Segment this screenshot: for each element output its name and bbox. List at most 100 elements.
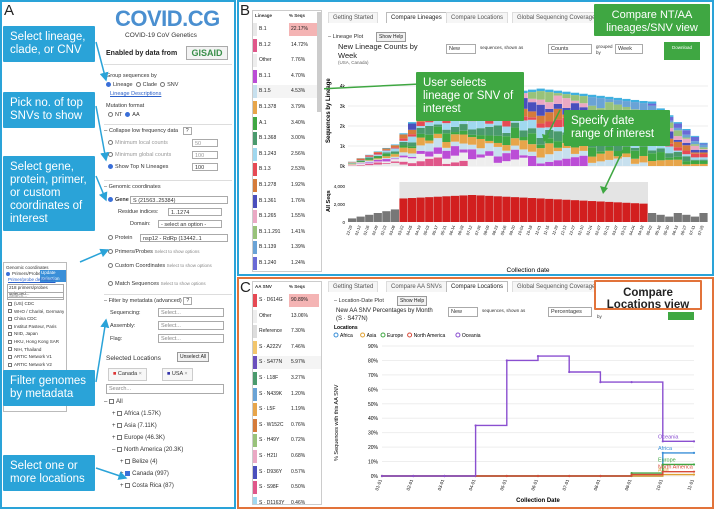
table-row[interactable]: S · S98F 0.50% — [253, 481, 321, 495]
download-button[interactable] — [668, 312, 694, 320]
remove-icon[interactable]: × — [184, 371, 188, 377]
primer-list-item[interactable]: NIID, Japan — [8, 331, 64, 337]
sequencing-select[interactable]: Select... — [158, 308, 224, 317]
tab-compare-aa-snvs[interactable]: Compare AA SNVs — [386, 281, 447, 292]
location-tree-item[interactable]: + Costa Rica (87) — [120, 483, 174, 490]
table-row[interactable]: B.1.243 2.56% — [253, 147, 321, 161]
table-row[interactable]: B.1.5 4.53% — [253, 85, 321, 99]
checkbox[interactable] — [8, 362, 12, 367]
location-tree-item[interactable]: + Europe (46.3K) — [112, 435, 165, 442]
checkbox[interactable] — [117, 423, 123, 428]
table-row[interactable]: B.1.139 1.39% — [253, 241, 321, 255]
expand-icon[interactable]: + — [112, 423, 118, 430]
min-local-input[interactable]: 50 — [192, 139, 218, 147]
table-row[interactable]: S · H49Y 0.72% — [253, 434, 321, 448]
checkbox[interactable] — [8, 309, 12, 314]
collapse-icon[interactable]: – — [112, 447, 118, 454]
table-row[interactable]: S · D1163Y 0.46% — [253, 496, 321, 504]
min-global-input[interactable]: 100 — [192, 151, 218, 159]
primer-definitions-link[interactable]: Primer/probe definitions — [8, 277, 56, 282]
download-button[interactable]: Download — [664, 42, 700, 60]
new-select[interactable]: New — [446, 44, 476, 54]
table-row[interactable]: Other 7.76% — [253, 54, 321, 68]
table-row[interactable]: S · L5F 1.19% — [253, 403, 321, 417]
location-chip-usa[interactable]: ■ USA × — [162, 368, 193, 381]
radio-nt[interactable] — [108, 112, 113, 118]
counts-select[interactable]: Counts — [548, 44, 592, 54]
tab-compare-lineages[interactable]: Compare Lineages — [386, 12, 447, 23]
table-row[interactable]: Reference 7.30% — [253, 325, 321, 339]
domain-select[interactable]: - select an option - — [158, 220, 222, 228]
location-tree-item[interactable]: + Asia (7.11K) — [112, 423, 157, 430]
checkbox[interactable] — [8, 324, 12, 329]
checkbox[interactable] — [8, 339, 12, 344]
show-top-input[interactable]: 100 — [192, 163, 218, 171]
new-select[interactable]: New — [448, 307, 478, 317]
location-chip-canada[interactable]: ■ Canada × — [108, 368, 147, 381]
primer-list-item[interactable]: NIH, Thailand — [8, 347, 64, 353]
primer-list-item[interactable]: ARTIC Network V2 — [8, 362, 64, 368]
table-row[interactable]: S · N439K 1.20% — [253, 387, 321, 401]
table-row[interactable]: B.1.3 2.53% — [253, 163, 321, 177]
radio-snv[interactable] — [160, 82, 166, 88]
radio-match[interactable] — [108, 281, 113, 287]
checkbox[interactable] — [8, 301, 12, 306]
checkbox[interactable] — [117, 435, 123, 440]
table-row[interactable]: B.1.1 4.70% — [253, 69, 321, 83]
radio-clade[interactable] — [135, 82, 141, 88]
radio-min-local[interactable] — [108, 140, 113, 146]
primer-list-item[interactable]: Institut Pasteur, Paris — [8, 324, 64, 330]
primer-selected-dropdown[interactable]: 218 primers/probes selected... — [7, 284, 64, 298]
assembly-select[interactable]: Select... — [158, 321, 224, 330]
expand-icon[interactable]: + — [120, 483, 126, 490]
location-tree-item[interactable]: – North America (20.3K) — [112, 447, 183, 454]
expand-icon[interactable]: + — [112, 435, 118, 442]
radio-lineage[interactable] — [106, 82, 111, 88]
show-help-button[interactable]: Show Help — [376, 32, 407, 42]
expand-icon[interactable]: + — [112, 411, 118, 418]
table-row[interactable]: S · L18F 3.27% — [253, 372, 321, 385]
lineage-plot-toggle[interactable]: – Lineage Plot — [328, 34, 364, 40]
tab-getting-started[interactable]: Getting Started — [328, 281, 379, 292]
expand-icon[interactable]: + — [120, 459, 126, 466]
location-search-input[interactable]: Search... — [106, 384, 224, 394]
checkbox[interactable] — [125, 459, 131, 464]
table-row[interactable]: B.1.278 1.92% — [253, 179, 321, 192]
table-row[interactable]: S · D614G 90.89% — [253, 294, 321, 307]
tab-global-sequencing-coverage[interactable]: Global Sequencing Coverage — [512, 12, 601, 23]
show-help-button[interactable]: Show Help — [397, 296, 428, 306]
table-row[interactable]: B.1.361 1.76% — [253, 194, 321, 208]
primer-list-item[interactable]: HKU, Hong Kong SAR — [8, 339, 64, 345]
tab-compare-locations[interactable]: Compare Locations — [446, 281, 509, 292]
table-row[interactable]: B.1.2 14.72% — [253, 38, 321, 52]
table-row[interactable]: B.1.368 3.00% — [253, 132, 321, 146]
primer-list-item[interactable]: ARTIC Network V1 — [8, 354, 64, 360]
primer-search-input[interactable]: Search... — [7, 292, 64, 300]
help-icon[interactable]: ? — [182, 127, 192, 135]
flag-select[interactable]: Select... — [158, 334, 224, 343]
location-tree-item[interactable]: – All — [104, 399, 123, 406]
table-row[interactable]: B.1.1.291 1.41% — [253, 225, 321, 239]
checkbox[interactable] — [8, 347, 12, 352]
table-row[interactable]: B.1 22.17% — [253, 23, 321, 36]
table-row[interactable]: S · D936Y 0.57% — [253, 465, 321, 479]
tab-getting-started[interactable]: Getting Started — [328, 12, 379, 23]
checkbox[interactable] — [117, 447, 123, 452]
unselect-all-button[interactable]: Unselect All — [177, 352, 210, 362]
checkbox[interactable] — [125, 483, 131, 488]
percentages-select[interactable]: Percentages — [548, 307, 592, 317]
residue-input[interactable]: 1..1274 — [168, 208, 222, 216]
lineage-descriptions-link[interactable]: Lineage Descriptions — [110, 91, 162, 97]
radio-gene[interactable] — [108, 197, 113, 203]
update-selection-button[interactable]: Update Selection — [40, 270, 66, 282]
table-row[interactable]: Other 13.06% — [253, 309, 321, 323]
checkbox[interactable] — [109, 399, 115, 404]
table-row[interactable]: B.1.265 1.55% — [253, 210, 321, 224]
location-plot-toggle[interactable]: – Location-Date Plot — [334, 298, 384, 304]
help-icon[interactable]: ? — [183, 297, 193, 305]
table-row[interactable]: S · H21I 0.68% — [253, 450, 321, 463]
tab-compare-locations[interactable]: Compare Locations — [446, 12, 509, 23]
remove-icon[interactable]: × — [138, 371, 142, 377]
radio-show-top[interactable] — [108, 164, 113, 170]
checkbox[interactable] — [117, 411, 123, 416]
